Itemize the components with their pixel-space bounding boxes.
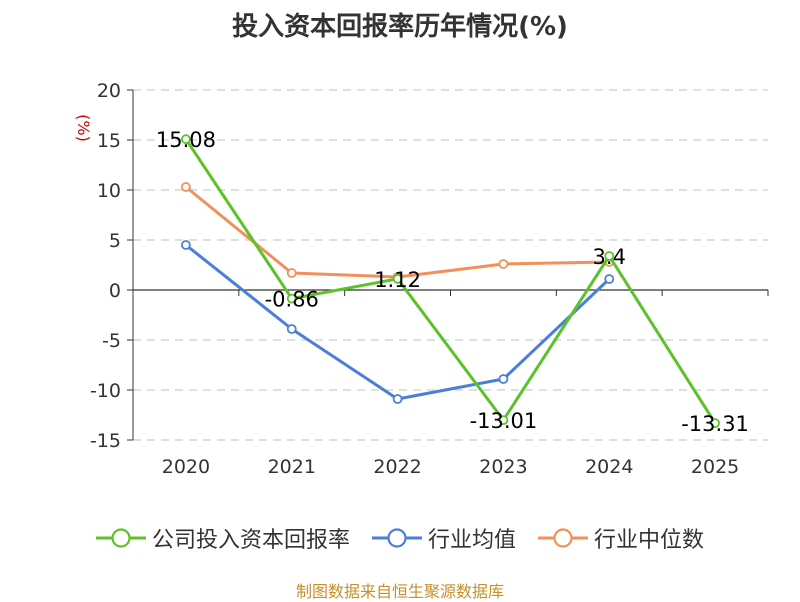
series-line-2 [184,185,610,279]
data-point[interactable] [392,394,403,404]
data-point[interactable] [286,268,297,278]
data-point[interactable] [181,182,191,192]
data-point[interactable] [604,274,615,284]
data-label: 3.4 [593,245,626,269]
x-tick-label: 2020 [162,456,210,478]
data-point[interactable] [710,418,720,429]
x-tick-label: 2024 [585,456,633,478]
data-point[interactable] [392,273,403,284]
x-tick-label: 2022 [373,456,421,478]
legend: 公司投入资本回报率 行业均值 行业中位数 [0,518,800,558]
x-tick-label: 2023 [479,456,527,478]
data-label: 1.12 [374,268,421,292]
data-point[interactable] [498,374,509,384]
data-point[interactable] [498,415,509,426]
legend-label: 行业均值 [427,528,516,553]
y-tick-label: -5 [102,330,121,352]
data-label-layer: 15.08 -0.86 1.12 -13.01 3.4 -13.31 [156,128,749,436]
legend-item-0[interactable]: 公司投入资本回报率 [95,522,350,554]
series-layer [181,134,720,429]
y-axis-label: (%) [74,114,93,142]
data-label: -13.31 [681,412,749,436]
y-tick-label: -10 [90,380,121,402]
legend-item-1[interactable]: 行业均值 [371,522,516,554]
data-point[interactable] [286,324,297,334]
data-point[interactable] [181,134,191,145]
y-tick-label: 20 [97,80,121,102]
data-label: 15.08 [156,128,216,152]
chart-title: 投入资本回报率历年情况(%) [232,12,568,42]
grid-layer [133,89,768,441]
data-point[interactable] [181,240,191,250]
x-tick-label: 2021 [268,456,316,478]
y-tick-label: 0 [109,280,121,302]
source-note: 制图数据来自恒生聚源数据库 [295,582,504,601]
legend-marker [538,528,588,548]
data-point[interactable] [604,251,615,261]
y-tick-label: -15 [90,430,121,452]
y-tick-label: 10 [97,180,121,202]
legend-label: 公司投入资本回报率 [151,528,350,553]
axis-layer: 20 15 10 5 0 -5 -10 -15 2020 2021 2022 2023 2024 2025 [90,80,769,478]
data-point[interactable] [286,293,297,304]
y-tick-label: 15 [97,130,121,152]
legend-marker [371,528,422,548]
series-line-0 [184,138,717,424]
x-tick-label: 2025 [691,456,739,478]
legend-marker [95,528,146,548]
data-label: -13.01 [470,409,538,433]
data-label: -0.86 [265,288,319,312]
legend-label: 行业中位数 [594,528,705,553]
legend-item-2[interactable]: 行业中位数 [538,522,704,554]
data-point[interactable] [498,259,509,269]
y-tick-label: 5 [109,230,121,252]
